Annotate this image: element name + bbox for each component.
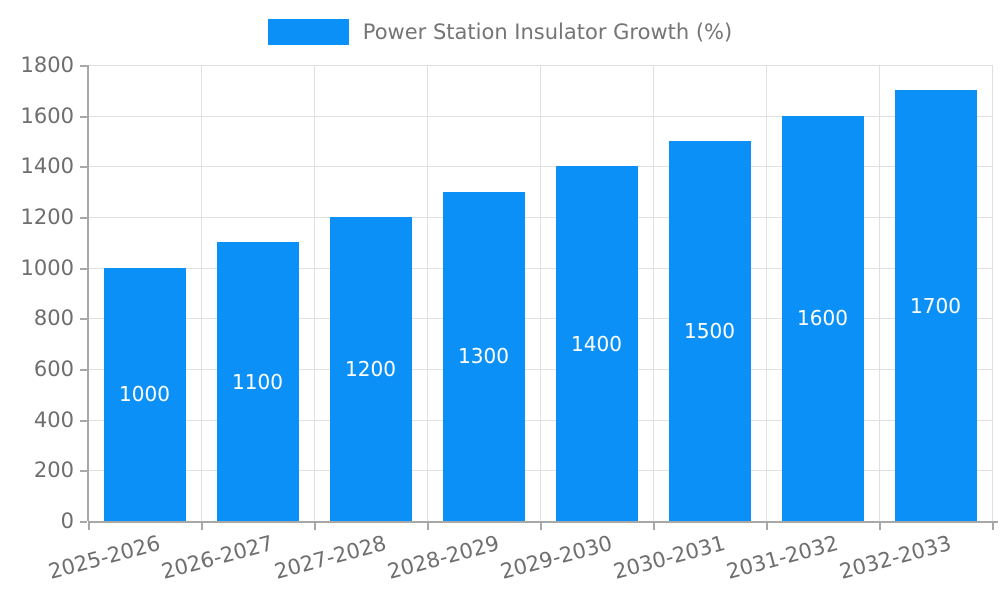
y-axis-tick — [80, 419, 87, 422]
bar-value-label: 1200 — [345, 357, 396, 381]
bar-value-label: 1100 — [232, 369, 283, 394]
bar[interactable] — [103, 267, 186, 521]
bar-value-label: 1400 — [571, 331, 622, 356]
bar-value-label: 1700 — [910, 293, 961, 318]
legend-label: Power Station Insulator Growth (%) — [362, 20, 733, 44]
y-axis-tick — [80, 369, 87, 371]
y-axis-tick-label: 1200 — [20, 205, 74, 229]
y-axis-tick-label: 1400 — [20, 154, 74, 179]
y-axis-tick-label: 0 — [60, 509, 74, 533]
x-axis-tick-label: 2032-2033 — [836, 531, 954, 584]
y-axis-tick-label: 1000 — [20, 255, 74, 280]
gridline-x — [201, 65, 202, 521]
bar-value-label: 1300 — [458, 344, 509, 369]
x-axis-line — [88, 521, 998, 523]
gridline-x — [766, 65, 767, 521]
y-axis-tick-label: 400 — [33, 407, 74, 432]
bar-value-label: 1000 — [119, 382, 170, 407]
y-axis-tick — [80, 217, 87, 219]
gridline-x — [540, 65, 541, 521]
x-axis-tick — [427, 522, 429, 530]
bar[interactable] — [442, 191, 525, 521]
bar[interactable] — [555, 166, 638, 521]
y-axis-tick-label: 1800 — [20, 53, 74, 77]
y-axis-tick-label: 800 — [33, 306, 74, 331]
x-axis-tick-label: 2029-2030 — [497, 531, 615, 584]
x-axis-tick-label: 2031-2032 — [723, 531, 841, 584]
bar[interactable] — [668, 141, 751, 521]
y-axis-line — [87, 65, 89, 521]
x-axis-tick — [88, 522, 90, 530]
x-axis-tick — [653, 522, 655, 530]
legend-swatch-icon — [267, 19, 349, 45]
y-axis-tick — [80, 166, 87, 169]
gridline-x — [427, 65, 428, 521]
x-axis-tick-label: 2028-2029 — [384, 531, 502, 584]
y-axis-tick — [80, 115, 87, 118]
x-axis-tick — [314, 522, 316, 530]
y-axis-tick — [80, 65, 87, 67]
y-axis-tick-label: 200 — [33, 458, 74, 483]
legend[interactable]: Power Station Insulator Growth (%) — [0, 17, 1000, 47]
y-axis-tick — [80, 521, 87, 523]
bar[interactable] — [329, 217, 412, 521]
gridline-x — [314, 65, 315, 521]
bar-value-label: 1600 — [797, 306, 848, 331]
y-axis-tick — [80, 318, 87, 321]
y-axis-tick-label: 600 — [33, 357, 74, 381]
x-axis-tick — [540, 522, 542, 530]
gridline-x — [879, 65, 880, 521]
x-axis-tick-label: 2025-2026 — [45, 531, 163, 584]
bar[interactable] — [216, 242, 299, 521]
bar[interactable] — [781, 115, 864, 521]
bar-value-label: 1500 — [684, 319, 735, 343]
gridline-x — [992, 65, 993, 521]
gridline-x — [653, 65, 654, 521]
x-axis-tick — [992, 522, 994, 530]
x-axis-tick-label: 2027-2028 — [271, 531, 389, 584]
x-axis-tick-label: 2026-2027 — [158, 531, 276, 584]
x-axis-tick — [879, 522, 881, 530]
y-axis-tick — [80, 267, 87, 270]
y-axis-tick-label: 1600 — [20, 103, 74, 128]
x-axis-tick — [766, 522, 768, 530]
x-axis-tick — [201, 522, 203, 530]
x-axis-tick-label: 2030-2031 — [610, 531, 728, 584]
bar[interactable] — [894, 90, 977, 521]
y-axis-tick — [80, 470, 87, 473]
